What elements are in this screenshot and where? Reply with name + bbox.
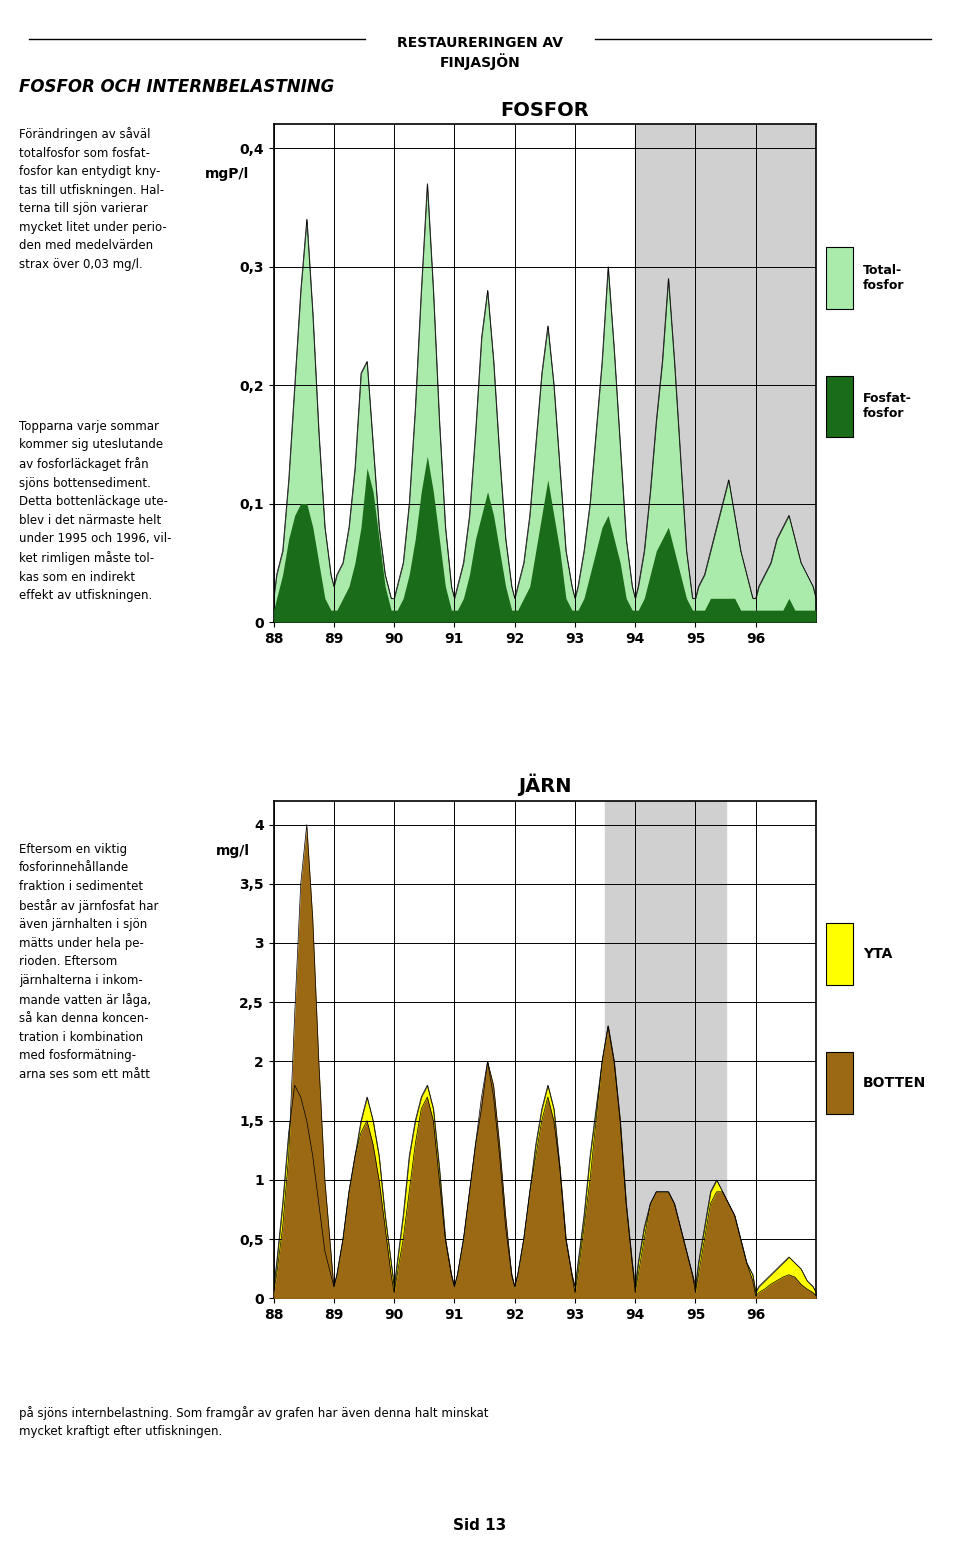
Text: Eftersom en viktig
fosforinnehållande
fraktion i sedimentet
består av järnfosfat: Eftersom en viktig fosforinnehållande fr… — [19, 843, 158, 1081]
Bar — [826, 247, 853, 308]
Bar — [826, 1053, 853, 1113]
Text: YTA: YTA — [863, 947, 893, 961]
Text: Total-
fosfor: Total- fosfor — [863, 264, 904, 292]
Text: Sid 13: Sid 13 — [453, 1518, 507, 1533]
Bar — [605, 801, 726, 1298]
Text: Förändringen av såväl
totalfosfor som fosfat-
fosfor kan entydigt kny-
tas till : Förändringen av såväl totalfosfor som fo… — [19, 128, 167, 271]
Title: FOSFOR: FOSFOR — [500, 101, 589, 120]
Text: RESTAURERINGEN AV: RESTAURERINGEN AV — [397, 36, 563, 50]
Title: JÄRN: JÄRN — [518, 774, 571, 796]
Text: BOTTEN: BOTTEN — [863, 1076, 926, 1090]
Text: FOSFOR OCH INTERNBELASTNING: FOSFOR OCH INTERNBELASTNING — [19, 78, 334, 96]
Text: på sjöns internbelastning. Som framgår av grafen har även denna halt minskat
myc: på sjöns internbelastning. Som framgår a… — [19, 1406, 489, 1438]
Text: mgP/l: mgP/l — [205, 166, 250, 182]
Text: mg/l: mg/l — [216, 843, 250, 858]
Bar — [636, 124, 816, 622]
Text: Topparna varje sommar
kommer sig uteslutande
av fosforläckaget från
sjöns botten: Topparna varje sommar kommer sig uteslut… — [19, 420, 172, 602]
Bar — [826, 924, 853, 984]
Bar — [826, 376, 853, 437]
Text: Fosfat-
fosfor: Fosfat- fosfor — [863, 392, 912, 420]
Text: FINJASJÖN: FINJASJÖN — [440, 53, 520, 70]
